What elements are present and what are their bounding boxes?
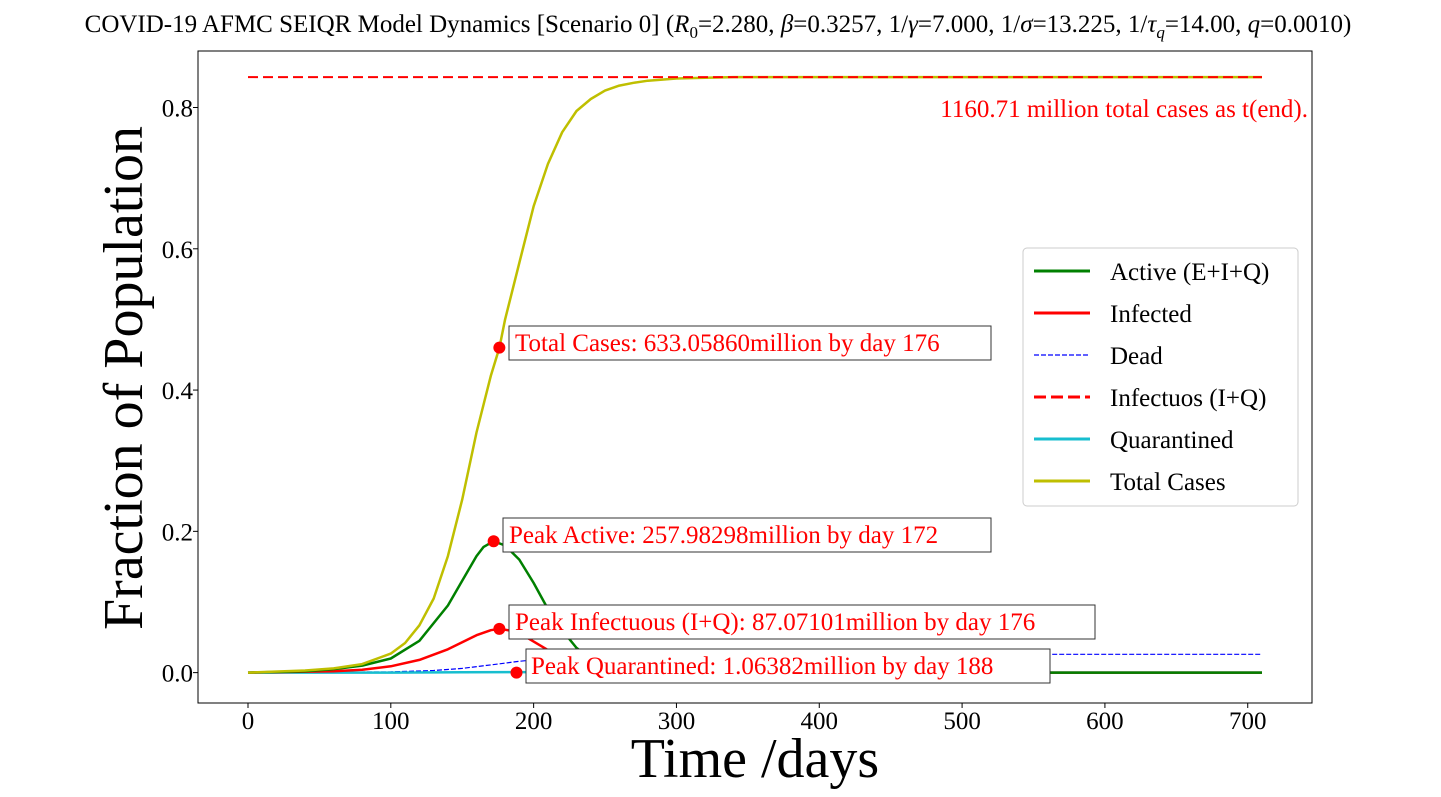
- annotation-peak-quarantined-text: Peak Quarantined: 1.06382million by day …: [531, 653, 993, 680]
- annotation-total-cases: Total Cases: 633.05860million by day 176: [508, 325, 992, 361]
- marker-point-2: [493, 622, 506, 635]
- y-axis-label: Fraction of Population: [93, 126, 155, 630]
- marker-layer: [487, 341, 523, 679]
- legend-label-infected: Infected: [1110, 301, 1192, 328]
- chart-title: COVID-19 AFMC SEIQR Model Dynamics [Scen…: [85, 11, 1352, 42]
- annotation-peak-infectuous-text: Peak Infectuous (I+Q): 87.07101million b…: [515, 609, 1035, 636]
- x-tick-label: 100: [372, 708, 410, 735]
- y-tick-label: 0.6: [162, 237, 193, 264]
- x-axis-label: Time /days: [631, 728, 879, 790]
- x-tick-label: 700: [1229, 708, 1267, 735]
- legend-label-infectuous: Infectuos (I+Q): [1110, 385, 1266, 412]
- legend-label-total-cases: Total Cases: [1110, 469, 1226, 496]
- marker-point-1: [487, 535, 500, 548]
- plot-area: [197, 50, 1313, 704]
- annotation-total-cases-text: Total Cases: 633.05860million by day 176: [515, 330, 940, 357]
- legend-label-quarantined: Quarantined: [1110, 427, 1234, 454]
- x-tick-label: 600: [1086, 708, 1124, 735]
- x-tick-label: 400: [801, 708, 839, 735]
- y-tick-label: 0.2: [162, 519, 193, 546]
- marker-point-0: [493, 341, 506, 354]
- annotation-peak-active: Peak Active: 257.98298million by day 172: [502, 517, 992, 553]
- x-tick-label: 200: [515, 708, 553, 735]
- annotation-total-end: 1160.71 million total cases as t(end).: [940, 96, 1308, 123]
- legend-label-dead: Dead: [1110, 343, 1163, 370]
- legend-label-active: Active (E+I+Q): [1110, 259, 1269, 286]
- marker-point-3: [510, 666, 523, 679]
- x-tick-label: 500: [943, 708, 981, 735]
- y-tick-label: 0.0: [162, 661, 193, 688]
- legend: Active (E+I+Q) Infected Dead Infectuos (…: [1022, 247, 1299, 507]
- annotation-peak-active-text: Peak Active: 257.98298million by day 172: [509, 522, 938, 549]
- annotation-peak-infectuous: Peak Infectuous (I+Q): 87.07101million b…: [508, 604, 1096, 640]
- annotation-peak-quarantined: Peak Quarantined: 1.06382million by day …: [525, 648, 1051, 684]
- x-tick-label: 300: [658, 708, 696, 735]
- y-tick-label: 0.4: [162, 378, 194, 405]
- ticks-layer: 0 100 200 300 400 500 600 700 0.0 0.2 0.4 0.6 0.8: [162, 96, 1267, 735]
- y-tick-label: 0.8: [162, 96, 193, 123]
- x-tick-label: 0: [242, 708, 255, 735]
